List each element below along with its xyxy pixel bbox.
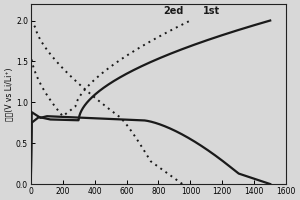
Y-axis label: 电压(V vs Li/Li⁺): 电压(V vs Li/Li⁺) (4, 67, 13, 121)
Text: 1st: 1st (203, 6, 220, 16)
Text: 2ed: 2ed (163, 6, 184, 16)
